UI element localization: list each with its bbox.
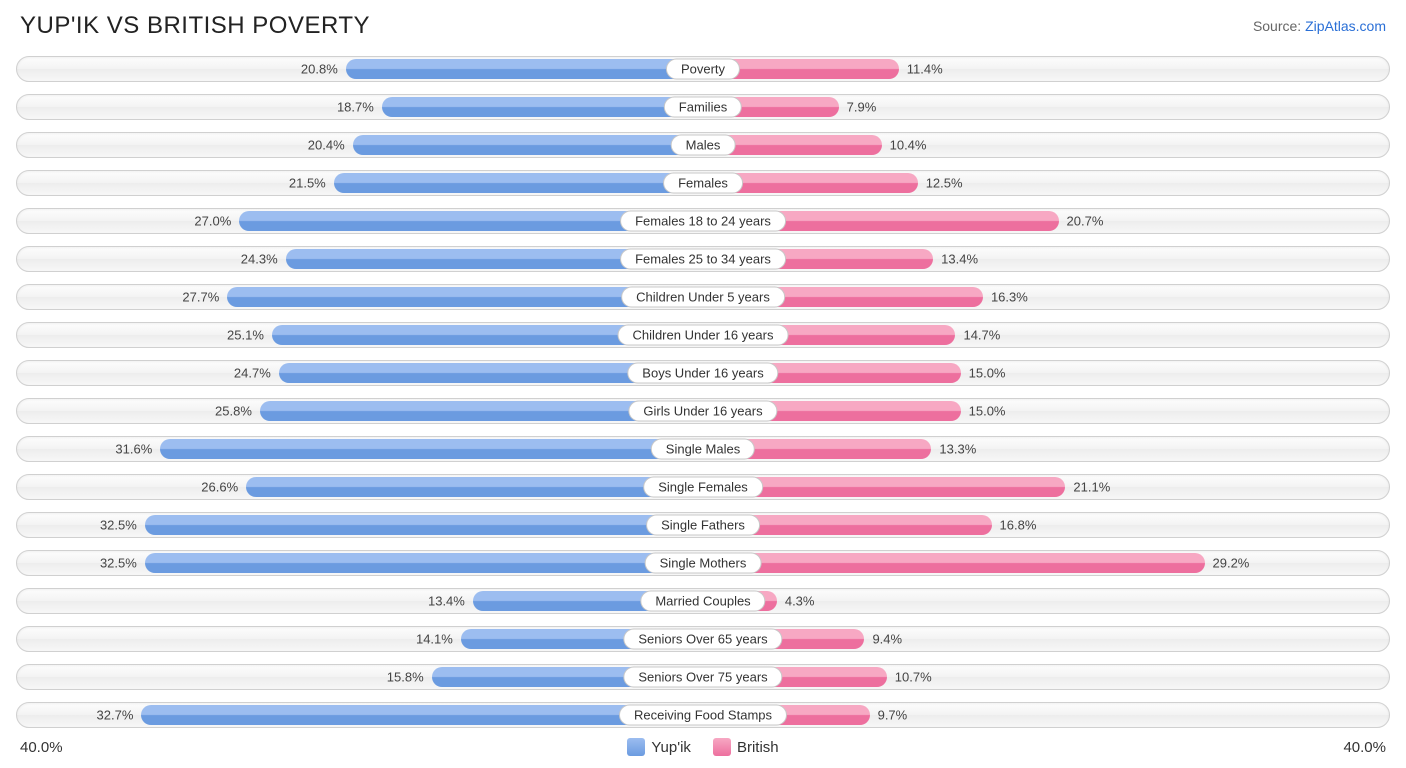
value-left: 24.3% (241, 252, 278, 267)
chart-footer: 40.0% Yup'ik British 40.0% (16, 738, 1390, 756)
legend-label-left: Yup'ik (651, 739, 691, 756)
category-pill: Children Under 5 years (621, 287, 785, 308)
category-pill: Single Mothers (645, 553, 762, 574)
chart-row: 24.3% 13.4% Females 25 to 34 years (16, 242, 1390, 276)
bar-right (703, 553, 1205, 573)
chart-row: 25.8% 15.0% Girls Under 16 years (16, 394, 1390, 428)
category-pill: Single Females (643, 477, 763, 498)
source-label: Source: (1253, 18, 1301, 34)
value-right: 9.4% (872, 632, 902, 647)
chart-row: 31.6% 13.3% Single Males (16, 432, 1390, 466)
chart-row: 32.7% 9.7% Receiving Food Stamps (16, 698, 1390, 732)
chart-row: 15.8% 10.7% Seniors Over 75 years (16, 660, 1390, 694)
category-pill: Boys Under 16 years (627, 363, 778, 384)
value-left: 27.0% (194, 214, 231, 229)
value-right: 21.1% (1073, 480, 1110, 495)
value-right: 15.0% (969, 404, 1006, 419)
axis-max-left: 40.0% (20, 739, 63, 756)
value-left: 15.8% (387, 670, 424, 685)
chart-header: YUP'IK VS BRITISH POVERTY Source: ZipAtl… (16, 12, 1390, 40)
value-right: 4.3% (785, 594, 815, 609)
value-left: 20.4% (308, 138, 345, 153)
diverging-bar-chart: 20.8% 11.4% Poverty 18.7% 7.9% Families 20.4% 1… (16, 52, 1390, 732)
chart-row: 27.7% 16.3% Children Under 5 years (16, 280, 1390, 314)
chart-source: Source: ZipAtlas.com (1253, 18, 1386, 34)
category-pill: Single Fathers (646, 515, 760, 536)
value-left: 13.4% (428, 594, 465, 609)
category-pill: Seniors Over 75 years (623, 667, 782, 688)
chart-title: YUP'IK VS BRITISH POVERTY (20, 12, 370, 40)
chart-row: 26.6% 21.1% Single Females (16, 470, 1390, 504)
value-right: 7.9% (847, 100, 877, 115)
bar-left (382, 97, 703, 117)
chart-row: 18.7% 7.9% Families (16, 90, 1390, 124)
value-left: 18.7% (337, 100, 374, 115)
category-pill: Married Couples (640, 591, 765, 612)
chart-row: 25.1% 14.7% Children Under 16 years (16, 318, 1390, 352)
chart-row: 13.4% 4.3% Married Couples (16, 584, 1390, 618)
bar-left (145, 553, 703, 573)
category-pill: Girls Under 16 years (628, 401, 777, 422)
value-left: 26.6% (201, 480, 238, 495)
value-right: 13.3% (939, 442, 976, 457)
value-right: 10.7% (895, 670, 932, 685)
category-pill: Single Males (651, 439, 755, 460)
category-pill: Receiving Food Stamps (619, 705, 787, 726)
bar-left (346, 59, 703, 79)
axis-max-right: 40.0% (1343, 739, 1386, 756)
value-right: 13.4% (941, 252, 978, 267)
value-left: 32.7% (97, 708, 134, 723)
chart-row: 24.7% 15.0% Boys Under 16 years (16, 356, 1390, 390)
value-right: 16.8% (1000, 518, 1037, 533)
category-pill: Poverty (666, 59, 740, 80)
legend-swatch-right (713, 738, 731, 756)
value-left: 32.5% (100, 556, 137, 571)
chart-row: 32.5% 29.2% Single Mothers (16, 546, 1390, 580)
value-left: 25.1% (227, 328, 264, 343)
category-pill: Females (663, 173, 743, 194)
value-right: 15.0% (969, 366, 1006, 381)
category-pill: Females 25 to 34 years (620, 249, 786, 270)
value-right: 11.4% (907, 62, 943, 77)
bar-left (334, 173, 703, 193)
value-left: 25.8% (215, 404, 252, 419)
value-left: 24.7% (234, 366, 271, 381)
legend-swatch-left (627, 738, 645, 756)
value-left: 14.1% (416, 632, 453, 647)
category-pill: Seniors Over 65 years (623, 629, 782, 650)
chart-row: 32.5% 16.8% Single Fathers (16, 508, 1390, 542)
category-pill: Females 18 to 24 years (620, 211, 786, 232)
category-pill: Males (671, 135, 736, 156)
value-left: 21.5% (289, 176, 326, 191)
value-right: 9.7% (878, 708, 908, 723)
value-left: 31.6% (115, 442, 152, 457)
value-right: 29.2% (1213, 556, 1250, 571)
value-right: 20.7% (1067, 214, 1104, 229)
value-right: 16.3% (991, 290, 1028, 305)
bar-left (160, 439, 703, 459)
chart-legend: Yup'ik British (627, 738, 778, 756)
chart-row: 27.0% 20.7% Females 18 to 24 years (16, 204, 1390, 238)
value-left: 27.7% (182, 290, 219, 305)
legend-item-right: British (713, 738, 779, 756)
chart-row: 20.8% 11.4% Poverty (16, 52, 1390, 86)
source-link[interactable]: ZipAtlas.com (1305, 18, 1386, 34)
chart-row: 20.4% 10.4% Males (16, 128, 1390, 162)
value-left: 32.5% (100, 518, 137, 533)
category-pill: Children Under 16 years (618, 325, 789, 346)
category-pill: Families (664, 97, 742, 118)
chart-row: 14.1% 9.4% Seniors Over 65 years (16, 622, 1390, 656)
bar-left (145, 515, 703, 535)
value-right: 12.5% (926, 176, 963, 191)
value-right: 14.7% (963, 328, 1000, 343)
bar-left (246, 477, 703, 497)
value-left: 20.8% (301, 62, 338, 77)
value-right: 10.4% (890, 138, 927, 153)
bar-left (353, 135, 703, 155)
legend-item-left: Yup'ik (627, 738, 691, 756)
chart-row: 21.5% 12.5% Females (16, 166, 1390, 200)
legend-label-right: British (737, 739, 779, 756)
